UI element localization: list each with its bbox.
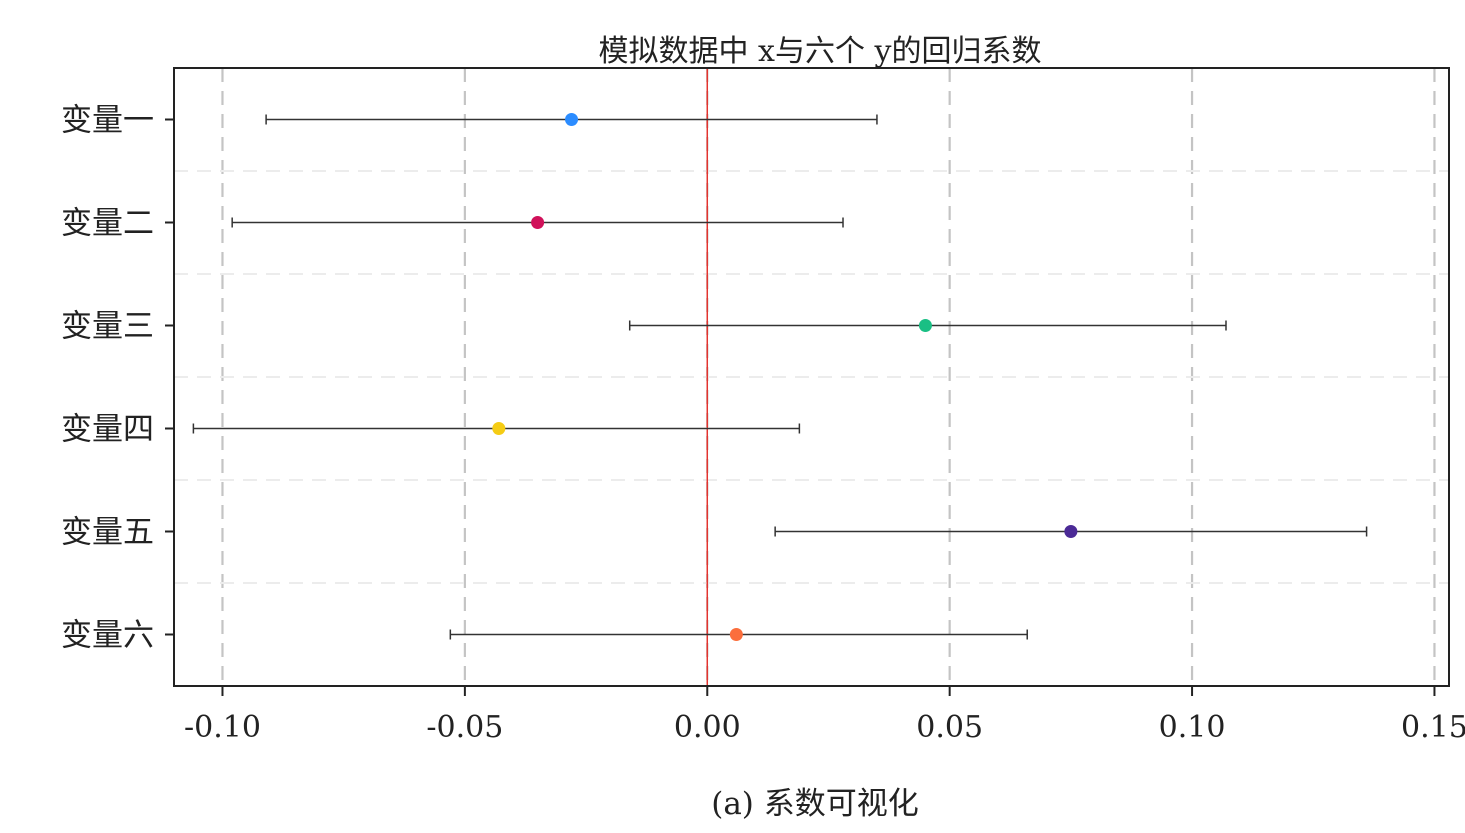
x-tick-label: 0.10 (1159, 710, 1226, 745)
series-marks (192, 113, 1368, 641)
coefficient-row (449, 628, 1028, 641)
coefficient-point (492, 422, 506, 435)
coefficient-row (192, 422, 801, 435)
y-tick-label: 变量二 (61, 206, 154, 242)
coefficient-point (565, 113, 579, 126)
coefficient-row (774, 525, 1368, 538)
figure-caption: (a) 系数可视化 (711, 786, 919, 822)
y-tick-label: 变量六 (61, 618, 154, 654)
coefficient-point (531, 216, 545, 229)
y-tick-label: 变量四 (61, 412, 154, 448)
coefficient-row (231, 216, 844, 229)
coefficient-point (918, 319, 932, 332)
grid-lines (174, 68, 1449, 686)
coefficient-row (628, 319, 1227, 332)
x-tick-label: 0.05 (916, 710, 983, 745)
chart-title: 模拟数据中 x与六个 y的回归系数 (599, 34, 1042, 69)
plot-frame (173, 67, 1450, 687)
y-tick-label: 变量一 (61, 103, 154, 139)
x-tick-label: 0.00 (674, 710, 741, 745)
x-tick-label: -0.05 (426, 710, 503, 745)
y-tick-label: 变量三 (61, 309, 154, 345)
coefficient-point (1064, 525, 1078, 538)
x-axis: -0.10 -0.05 0.00 0.05 0.10 0.15 (184, 686, 1465, 745)
y-tick-label: 变量五 (61, 515, 154, 551)
coefficient-row (265, 113, 878, 126)
x-tick-label: -0.10 (184, 710, 261, 745)
coefficient-point (729, 628, 743, 641)
x-tick-label: 0.15 (1401, 710, 1465, 745)
